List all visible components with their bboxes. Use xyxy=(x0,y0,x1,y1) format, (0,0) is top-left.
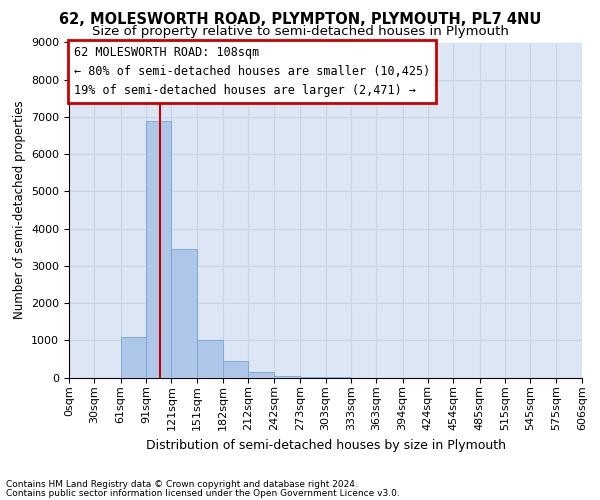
X-axis label: Distribution of semi-detached houses by size in Plymouth: Distribution of semi-detached houses by … xyxy=(146,438,505,452)
Text: Contains HM Land Registry data © Crown copyright and database right 2024.: Contains HM Land Registry data © Crown c… xyxy=(6,480,358,489)
Bar xyxy=(274,376,300,378)
Y-axis label: Number of semi-detached properties: Number of semi-detached properties xyxy=(13,100,26,320)
Text: 62 MOLESWORTH ROAD: 108sqm
← 80% of semi-detached houses are smaller (10,425)
19: 62 MOLESWORTH ROAD: 108sqm ← 80% of semi… xyxy=(74,46,430,97)
Bar xyxy=(121,336,146,378)
Bar xyxy=(300,377,325,378)
Text: Size of property relative to semi-detached houses in Plymouth: Size of property relative to semi-detach… xyxy=(92,25,508,38)
Bar xyxy=(248,372,274,378)
Text: 62, MOLESWORTH ROAD, PLYMPTON, PLYMOUTH, PL7 4NU: 62, MOLESWORTH ROAD, PLYMPTON, PLYMOUTH,… xyxy=(59,12,541,28)
Bar xyxy=(223,361,248,378)
Bar xyxy=(172,249,197,378)
Text: Contains public sector information licensed under the Open Government Licence v3: Contains public sector information licen… xyxy=(6,488,400,498)
Bar xyxy=(146,120,172,378)
Bar xyxy=(197,340,223,378)
